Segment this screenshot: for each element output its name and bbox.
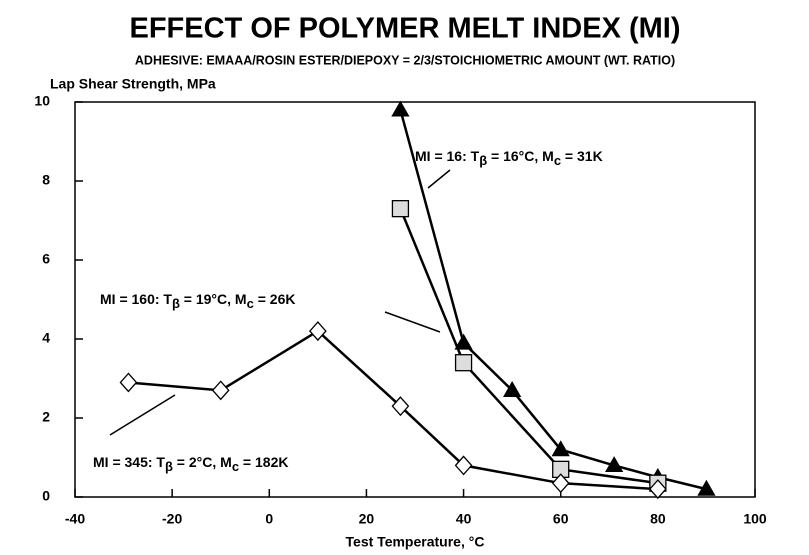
x-tick-label: 60	[553, 511, 569, 527]
y-tick-label: 2	[42, 409, 50, 425]
annotation-subscript: c	[247, 296, 254, 311]
diamond-marker	[211, 380, 230, 401]
x-tick-label: -40	[65, 511, 85, 527]
x-tick-label: 80	[650, 511, 666, 527]
x-axis-label: Test Temperature, °C	[346, 534, 485, 550]
diamond-marker	[648, 479, 667, 500]
square-marker	[391, 199, 410, 218]
diamond-marker	[391, 396, 410, 417]
diamond-marker	[454, 455, 473, 476]
annotation-text: = 31K	[561, 148, 603, 164]
triangle-marker	[454, 333, 473, 350]
leader-line	[384, 311, 441, 333]
diamond-marker	[119, 372, 138, 393]
x-tick-label: 20	[359, 511, 375, 527]
triangle-marker	[605, 456, 624, 473]
annotation-subscript: β	[479, 153, 487, 168]
annotation: MI = 16: Tβ = 16°C, Mc = 31K	[415, 148, 603, 169]
annotation-text: MI = 16: T	[415, 148, 480, 164]
y-tick-label: 6	[42, 251, 50, 267]
y-tick-label: 4	[42, 330, 50, 346]
annotation-text: = 16°C, M	[487, 148, 554, 164]
y-tick-label: 10	[34, 93, 50, 109]
series-line	[399, 208, 659, 485]
x-tick-label: -20	[162, 511, 182, 527]
chart-title: EFFECT OF POLYMER MELT INDEX (MI)	[130, 13, 681, 45]
triangle-marker	[551, 440, 570, 457]
annotation-text: = 26K	[254, 291, 296, 307]
triangle-marker	[391, 100, 410, 117]
annotation-text: = 182K	[239, 454, 288, 470]
x-tick-label: 0	[265, 511, 273, 527]
annotation-text: = 19°C, M	[180, 291, 247, 307]
annotation-text: MI = 160: T	[100, 291, 172, 307]
chart-subtitle: ADHESIVE: EMAAA/ROSIN ESTER/DIEPOXY = 2/…	[135, 53, 675, 67]
diamond-marker	[308, 321, 327, 342]
triangle-marker	[503, 381, 522, 398]
y-tick-label: 0	[42, 488, 50, 504]
annotation-subscript: c	[232, 459, 239, 474]
x-tick-label: 100	[743, 511, 767, 527]
annotation: MI = 345: Tβ = 2°C, Mc = 182K	[93, 454, 288, 475]
annotation-text: = 2°C, M	[173, 454, 232, 470]
annotation-subscript: β	[165, 459, 173, 474]
leader-line	[427, 169, 451, 189]
diamond-marker	[551, 473, 570, 494]
annotation-subscript: c	[554, 153, 561, 168]
y-tick-label: 8	[42, 172, 50, 188]
square-marker	[454, 354, 473, 372]
triangle-marker	[697, 479, 716, 496]
annotation-subscript: β	[172, 296, 180, 311]
plot-frame	[74, 101, 756, 498]
x-tick-label: 40	[456, 511, 472, 527]
annotation-text: MI = 345: T	[93, 454, 165, 470]
annotation: MI = 160: Tβ = 19°C, Mc = 26K	[100, 291, 295, 312]
leader-line	[109, 394, 176, 436]
y-axis-label: Lap Shear Strength, MPa	[50, 76, 216, 92]
